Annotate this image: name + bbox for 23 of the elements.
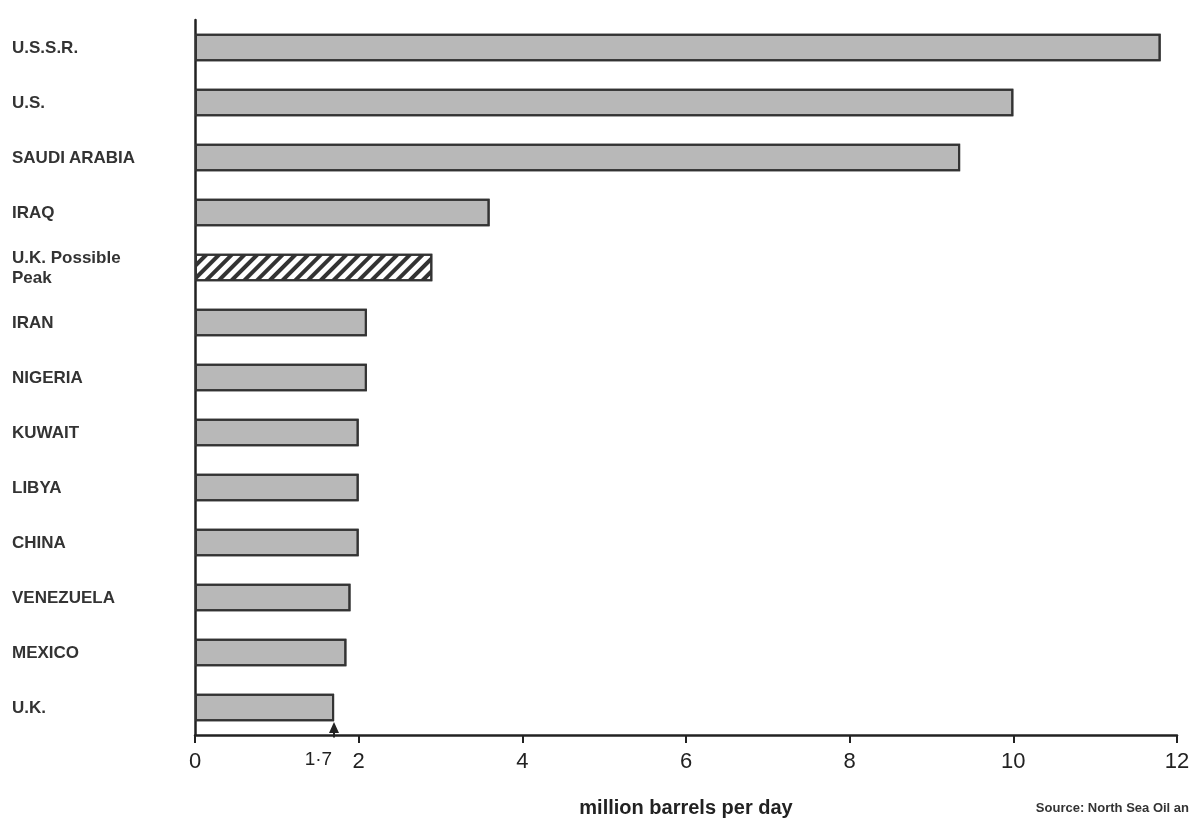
x-axis-title: million barrels per day xyxy=(579,796,794,818)
x-tick-label: 12 xyxy=(1164,747,1190,773)
annotation: 1·7 xyxy=(304,748,333,769)
y-tick-label: KUWAIT xyxy=(12,423,80,442)
y-tick-label: CHINA xyxy=(12,533,66,552)
y-tick-label: VENEZUELA xyxy=(12,588,115,607)
x-tick-label: 4 xyxy=(516,747,529,773)
y-tick-label: IRAQ xyxy=(12,203,55,222)
y-tick-label: NIGERIA xyxy=(12,368,83,387)
x-tick-label: 10 xyxy=(1001,747,1026,773)
x-tick-label: 6 xyxy=(679,747,693,773)
source-note: Source: North Sea Oil an xyxy=(1035,800,1190,815)
y-tick-label: U.S. xyxy=(12,93,46,112)
x-tick-label: 8 xyxy=(843,747,856,773)
y-tick-label: MEXICO xyxy=(12,643,80,662)
x-tick-label: 0 xyxy=(188,747,202,773)
y-tick-label: U.K. Possible Peak xyxy=(12,248,121,287)
y-tick-label: U.S.S.R. xyxy=(12,38,79,57)
y-tick-label: SAUDI ARABIA xyxy=(12,148,136,167)
y-tick-label: U.K. xyxy=(12,698,46,717)
x-tick-label: 2 xyxy=(352,747,365,773)
y-tick-label: LIBYA xyxy=(12,478,62,497)
y-tick-label: IRAN xyxy=(12,313,54,332)
